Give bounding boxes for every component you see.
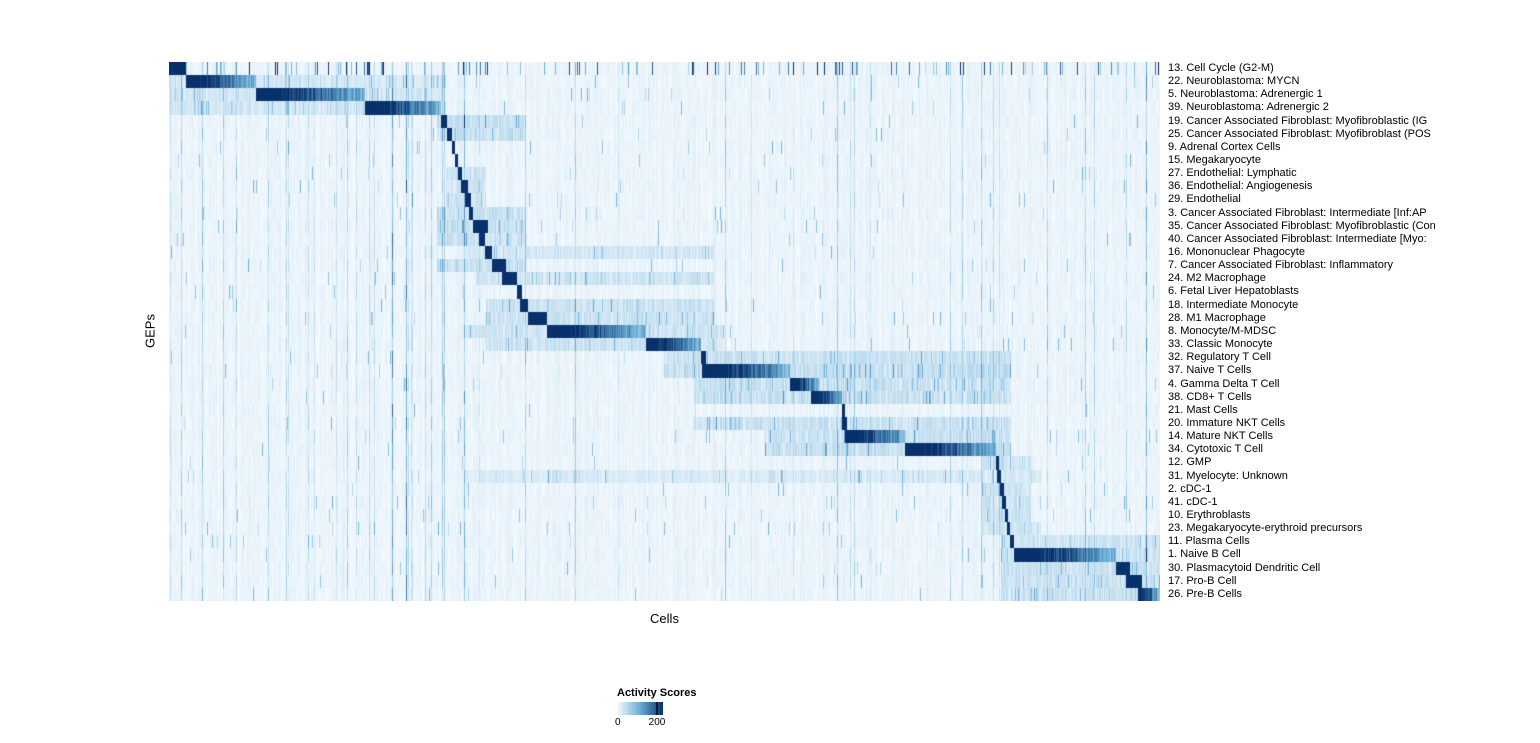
gep-row-label: 14. Mature NKT Cells	[1168, 430, 1273, 443]
gep-row-label: 8. Monocyte/M-MDSC	[1168, 324, 1277, 337]
gep-row-label: 1. Naive B Cell	[1168, 548, 1241, 561]
y-axis-label: GEPs	[142, 314, 158, 348]
legend-title: Activity Scores	[617, 687, 697, 699]
gep-row-label: 28. M1 Macrophage	[1168, 311, 1266, 324]
gep-row-label: 26. Pre-B Cells	[1168, 587, 1242, 600]
gep-row-label: 4. Gamma Delta T Cell	[1168, 377, 1280, 390]
gep-row-label: 6. Fetal Liver Hepatoblasts	[1168, 285, 1299, 298]
gep-row-label: 12. GMP	[1168, 456, 1212, 469]
legend-max-label: 200	[648, 717, 666, 728]
gep-row-label: 39. Neuroblastoma: Adrenergic 2	[1168, 101, 1329, 114]
gep-row-label: 24. M2 Macrophage	[1168, 272, 1266, 285]
gep-row-label: 5. Neuroblastoma: Adrenergic 1	[1168, 88, 1323, 101]
gep-row-label: 16. Mononuclear Phagocyte	[1168, 246, 1305, 259]
gep-row-label: 31. Myelocyte: Unknown	[1168, 469, 1288, 482]
gep-row-label: 29. Endothelial	[1168, 193, 1241, 206]
heatmap-canvas	[169, 62, 1160, 601]
gep-row-label: 9. Adrenal Cortex Cells	[1168, 140, 1281, 153]
gep-row-label: 30. Plasmacytoid Dendritic Cell	[1168, 561, 1321, 574]
gep-row-label: 27. Endothelial: Lymphatic	[1168, 167, 1297, 180]
gep-row-label: 22. Neuroblastoma: MYCN	[1168, 75, 1300, 88]
legend-min-label: 0	[615, 717, 621, 728]
gep-row-label: 37. Naive T Cells	[1168, 364, 1252, 377]
x-axis-label: Cells	[650, 611, 679, 626]
gep-row-label: 38. CD8+ T Cells	[1168, 390, 1252, 403]
gep-row-label: 17. Pro-B Cell	[1168, 574, 1237, 587]
gep-row-label: 2. cDC-1	[1168, 482, 1212, 495]
gep-row-label: 33. Classic Monocyte	[1168, 338, 1273, 351]
gep-row-label: 32. Regulatory T Cell	[1168, 351, 1271, 364]
gep-row-label: 21. Mast Cells	[1168, 403, 1238, 416]
legend-tick-labels: 0 200	[615, 717, 666, 731]
gep-row-label: 7. Cancer Associated Fibroblast: Inflamm…	[1168, 259, 1393, 272]
gep-row-labels: 13. Cell Cycle (G2-M) 22. Neuroblastoma: …	[1168, 62, 1540, 601]
gep-row-label: 11. Plasma Cells	[1168, 535, 1250, 548]
gep-row-label: 41. cDC-1	[1168, 495, 1218, 508]
gep-row-label: 34. Cytotoxic T Cell	[1168, 443, 1263, 456]
gep-row-label: 19. Cancer Associated Fibroblast: Myofib…	[1168, 114, 1428, 127]
gep-row-label: 18. Intermediate Monocyte	[1168, 298, 1299, 311]
gep-row-label: 3. Cancer Associated Fibroblast: Interme…	[1168, 206, 1427, 219]
legend: Activity Scores 0 200	[615, 687, 697, 731]
gep-row-label: 10. Erythroblasts	[1168, 508, 1251, 521]
gep-row-label: 15. Megakaryocyte	[1168, 154, 1261, 167]
gep-row-label: 40. Cancer Associated Fibroblast: Interm…	[1168, 232, 1427, 245]
gep-row-label: 13. Cell Cycle (G2-M)	[1168, 62, 1274, 74]
legend-tick-mark	[656, 702, 658, 715]
legend-colorbar	[617, 702, 663, 715]
gep-row-label: 25. Cancer Associated Fibroblast: Myofib…	[1168, 127, 1431, 140]
gep-row-label: 23. Megakaryocyte-erythroid precursors	[1168, 522, 1363, 535]
gep-row-label: 20. Immature NKT Cells	[1168, 416, 1286, 429]
gep-row-label: 36. Endothelial: Angiogenesis	[1168, 180, 1313, 193]
gep-row-label: 35. Cancer Associated Fibroblast: Myofib…	[1168, 219, 1436, 232]
